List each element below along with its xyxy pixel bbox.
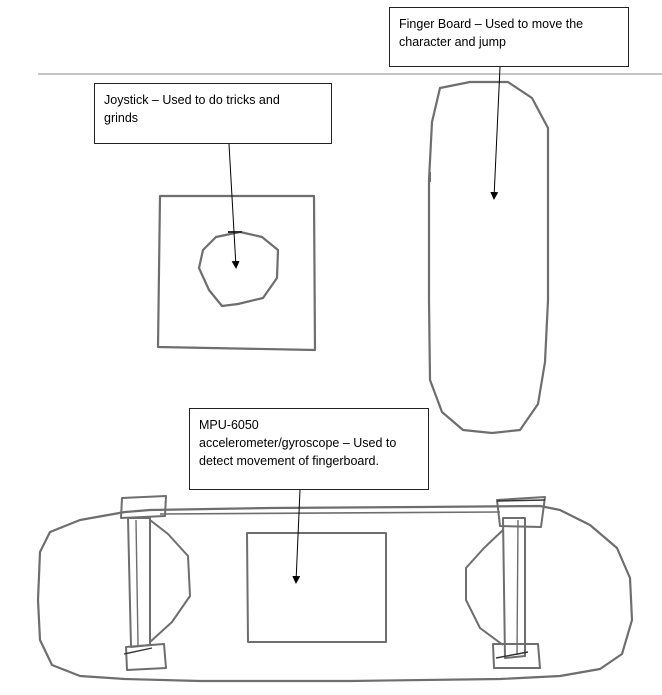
finger-board-callout-line-1: Finger Board – Used to move the	[399, 17, 584, 31]
joystick-knob-sketch	[197, 230, 280, 308]
mpu-callout-line-1: MPU-6050	[199, 418, 259, 432]
joystick-square-sketch	[156, 194, 317, 352]
finger-board-callout-line-2: character and jump	[399, 35, 507, 49]
left-truck-axle	[127, 517, 151, 648]
left-truck-top-plate	[120, 495, 167, 519]
right-truck-bottom-line	[495, 651, 529, 659]
skateboard-deck-sketch	[36, 504, 634, 683]
joystick-callout-line-1: Joystick – Used to do tricks and	[104, 93, 280, 107]
left-truck-bottom-line	[123, 647, 153, 655]
finger-board-sketch	[427, 80, 550, 435]
mpu-arrow	[292, 489, 301, 584]
mpu-sensor-rectangle	[246, 532, 387, 643]
finger-board-callout: Finger Board – Used to move the characte…	[389, 7, 629, 67]
right-truck-top-plate	[496, 496, 546, 528]
right-truck-axle-inner	[516, 519, 519, 656]
mpu-callout-line-2: accelerometer/gyroscope – Used to	[199, 436, 397, 450]
right-truck-bottom-plate	[492, 643, 541, 669]
mpu-callout-line-3: detect movement of fingerboard.	[199, 454, 379, 468]
left-truck-axle-inner	[135, 519, 139, 646]
joystick-arrow	[228, 143, 240, 269]
right-truck-top-line	[496, 499, 546, 502]
left-truck-hanger	[149, 519, 191, 643]
finger-board-arrow	[490, 66, 501, 200]
right-truck-hanger	[465, 529, 504, 646]
joystick-callout: Joystick – Used to do tricks and grinds	[94, 83, 332, 144]
right-truck-axle	[502, 517, 526, 659]
skateboard-deck-edge	[159, 511, 501, 515]
mpu-callout: MPU-6050 accelerometer/gyroscope – Used …	[189, 408, 429, 490]
left-truck-bottom-plate	[125, 643, 167, 671]
joystick-callout-line-2: grinds	[104, 111, 139, 125]
